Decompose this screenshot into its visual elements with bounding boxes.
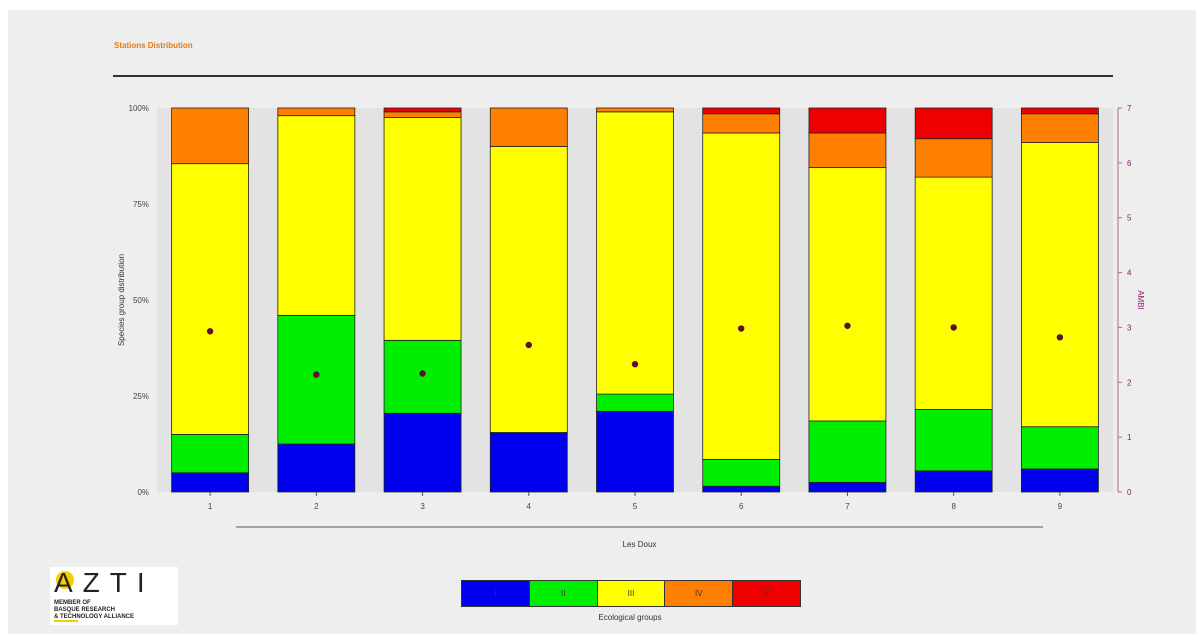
ambi-point-station-2 bbox=[313, 371, 320, 378]
bar-segment-I-station-4 bbox=[489, 432, 568, 493]
bar-segment-III-station-6 bbox=[702, 132, 781, 460]
bar-segment-IV-station-5 bbox=[596, 107, 674, 113]
legend-item-II: II bbox=[529, 581, 598, 606]
x-tick-label: 2 bbox=[314, 502, 319, 511]
bar-segment-III-station-8 bbox=[914, 176, 993, 410]
x-tick-label: 3 bbox=[420, 502, 425, 511]
bar-segment-IV-station-4 bbox=[489, 107, 568, 147]
bar-segment-II-station-2 bbox=[277, 314, 356, 445]
title-divider bbox=[113, 75, 1113, 77]
right-tick-label: 5 bbox=[1127, 214, 1132, 223]
bar-segment-II-station-6 bbox=[702, 458, 781, 487]
x-tick-label: 7 bbox=[845, 502, 850, 511]
legend-item-III: III bbox=[597, 581, 666, 606]
ambi-point-station-7 bbox=[844, 322, 851, 329]
bar-segment-V-station-3 bbox=[383, 107, 462, 113]
bar-segment-IV-station-7 bbox=[808, 132, 887, 168]
right-tick-label: 1 bbox=[1127, 433, 1132, 442]
y-tick-label: 100% bbox=[129, 104, 149, 113]
legend-title: Ecological groups bbox=[598, 613, 662, 622]
logo-line-2: BASQUE RESEARCH bbox=[54, 607, 116, 613]
right-tick-label: 0 bbox=[1127, 488, 1132, 497]
bar-segment-V-station-8 bbox=[914, 107, 993, 140]
ambi-point-station-3 bbox=[419, 370, 426, 377]
right-tick-label: 4 bbox=[1127, 269, 1132, 278]
y-tick-label: 0% bbox=[137, 488, 149, 497]
ambi-point-station-8 bbox=[950, 324, 957, 331]
azti-logo: AZTI MEMBER OF BASQUE RESEARCH & TECHNOL… bbox=[50, 567, 178, 625]
bars-layer bbox=[171, 107, 1099, 493]
x-axis-label: Les Doux bbox=[623, 540, 657, 549]
x-tick-label: 4 bbox=[527, 502, 532, 511]
bar-segment-I-station-7 bbox=[808, 481, 887, 493]
y-tick-label: 75% bbox=[133, 200, 149, 209]
bar-segment-III-station-3 bbox=[383, 117, 462, 341]
logo-underline bbox=[54, 620, 78, 622]
right-tick-label: 6 bbox=[1127, 159, 1132, 168]
bar-segment-I-station-1 bbox=[171, 472, 250, 493]
legend-item-IV: IV bbox=[665, 581, 734, 606]
legend-item-V: V bbox=[733, 581, 800, 606]
bar-segment-IV-station-9 bbox=[1020, 113, 1099, 143]
ambi-point-station-5 bbox=[631, 360, 639, 368]
bar-segment-III-station-1 bbox=[171, 163, 250, 435]
bar-segment-III-station-5 bbox=[596, 111, 674, 395]
x-tick-label: 6 bbox=[739, 502, 744, 511]
ambi-points-layer bbox=[206, 322, 1064, 378]
y-tick-label: 25% bbox=[133, 392, 149, 401]
x-tick-label: 9 bbox=[1058, 502, 1063, 511]
bar-segment-I-station-9 bbox=[1020, 468, 1099, 493]
x-tick-label: 8 bbox=[951, 502, 956, 511]
chart-title: Stations Distribution bbox=[114, 41, 193, 50]
ambi-point-station-9 bbox=[1056, 334, 1064, 341]
x-tick-label: 5 bbox=[633, 502, 638, 511]
bar-segment-V-station-9 bbox=[1020, 107, 1099, 115]
bar-segment-I-station-5 bbox=[596, 410, 674, 493]
bar-segment-V-station-6 bbox=[702, 107, 781, 115]
bar-segment-II-station-7 bbox=[808, 420, 887, 483]
right-tick-label: 7 bbox=[1127, 104, 1132, 113]
bar-segment-IV-station-8 bbox=[914, 138, 993, 178]
logo-line-1: MEMBER OF bbox=[54, 600, 91, 606]
bar-segment-II-station-1 bbox=[171, 433, 250, 474]
axes-layer: 0% 25% 50% 75% 100% 0 1 2 3 4 5 6 7 1 2 3 4 5 6 7 8 9 bbox=[129, 104, 1132, 528]
logo-line-3: & TECHNOLOGY ALLIANCE bbox=[54, 614, 135, 620]
bar-segment-II-station-9 bbox=[1020, 426, 1099, 470]
y-tick-label: 50% bbox=[133, 296, 149, 305]
bar-segment-III-station-4 bbox=[489, 145, 568, 433]
right-tick-label: 3 bbox=[1127, 323, 1132, 332]
x-tick-label: 1 bbox=[208, 502, 213, 511]
bar-segment-III-station-7 bbox=[808, 167, 887, 422]
bar-segment-III-station-9 bbox=[1020, 142, 1099, 428]
y-axis-label: Species group distribution bbox=[117, 254, 126, 346]
bar-segment-IV-station-2 bbox=[277, 107, 356, 117]
legend: I II III IV V bbox=[461, 580, 801, 607]
bar-segment-III-station-2 bbox=[277, 115, 356, 316]
bar-segment-II-station-3 bbox=[383, 339, 462, 414]
bar-segment-I-station-3 bbox=[383, 412, 462, 493]
bar-segment-I-station-6 bbox=[702, 485, 781, 493]
legend-item-I: I bbox=[462, 581, 530, 606]
bar-segment-V-station-7 bbox=[808, 107, 887, 134]
bar-segment-IV-station-1 bbox=[171, 107, 250, 165]
bar-segment-I-station-2 bbox=[277, 443, 356, 493]
bar-segment-IV-station-6 bbox=[702, 113, 781, 134]
bar-segment-IV-station-3 bbox=[383, 111, 462, 118]
bar-segment-II-station-5 bbox=[596, 393, 674, 412]
logo-dot bbox=[56, 571, 74, 589]
logo-wordmark: AZTI bbox=[54, 567, 155, 598]
right-axis-label: AMBI bbox=[1136, 290, 1145, 310]
ambi-point-station-4 bbox=[525, 341, 532, 349]
right-tick-label: 2 bbox=[1127, 378, 1132, 387]
ambi-point-station-1 bbox=[206, 328, 214, 335]
bar-segment-II-station-8 bbox=[914, 409, 993, 472]
ambi-point-station-6 bbox=[738, 325, 745, 332]
bar-segment-I-station-8 bbox=[914, 470, 993, 493]
